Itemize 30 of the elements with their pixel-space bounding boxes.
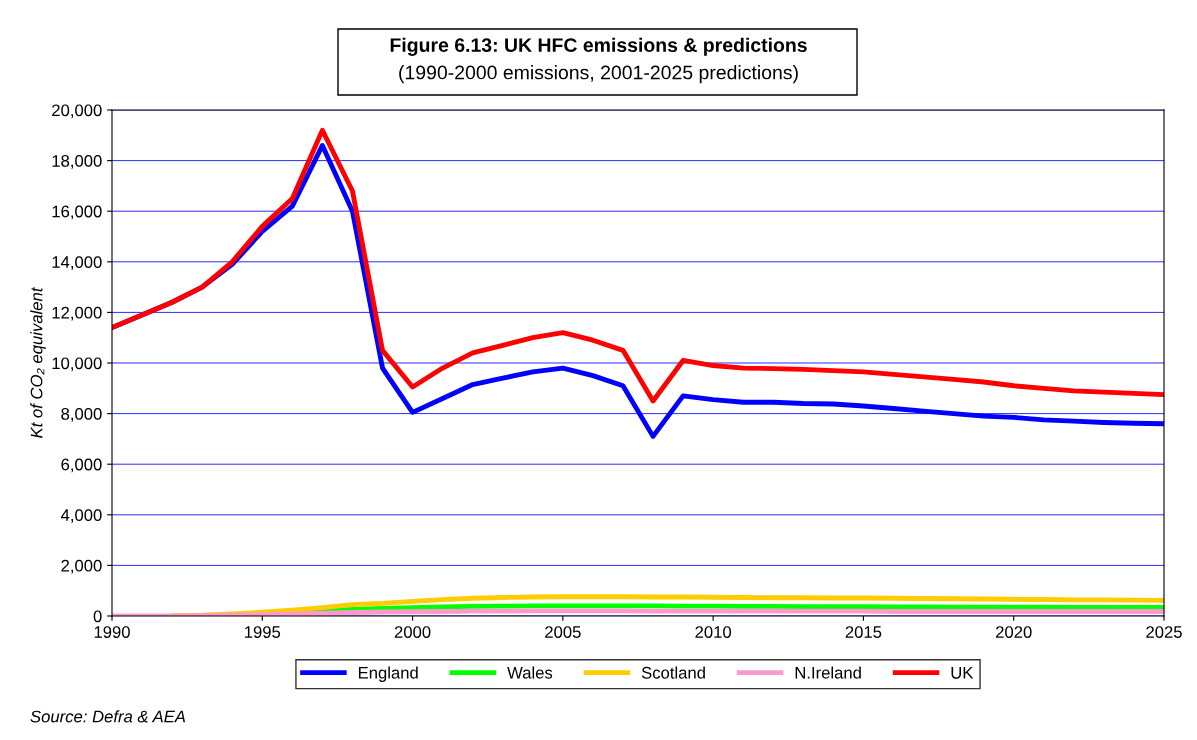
y-tick-label: 16,000 [52,205,102,220]
legend-label: England [358,666,418,682]
y-axis-title: Kt of CO₂ equivalent [30,286,46,438]
x-tick-label: 2025 [1146,626,1182,638]
y-tick-label: 4,000 [60,509,102,523]
chart-subtitle: (1990-2000 emissions, 2001-2025 predictions) [399,65,798,84]
x-tick-label: 2015 [845,626,882,638]
source-note: Source: Defra & AEA [30,710,186,723]
y-tick-label: 8,000 [61,408,102,422]
y-tick-label: 10,000 [52,357,102,372]
y-tick-label: 2,000 [61,559,102,574]
y-tick-label: 14,000 [52,256,102,270]
legend-label: Wales [507,666,553,679]
x-tick-label: 2010 [695,626,732,638]
chart-title: Figure 6.13: UK HFC emissions & predictions [390,37,807,56]
y-tick-label: 0 [93,610,102,623]
legend-label: N.Ireland [795,666,861,679]
y-tick-label: 18,000 [52,155,102,169]
x-tick-label: 2000 [394,626,431,638]
x-tick-label: 1995 [245,626,281,638]
x-tick-label: 1990 [94,626,130,638]
line-series [169,594,1164,616]
legend-label: Scotland [641,666,705,679]
x-tick-label: 2005 [545,626,581,638]
x-tick-label: 2020 [996,626,1032,638]
line-series [112,127,1164,404]
y-tick-label: 12,000 [52,306,102,321]
y-tick-label: 20,000 [52,104,102,119]
legend-label: UK [951,667,974,679]
y-tick-label: 6,000 [61,458,102,473]
